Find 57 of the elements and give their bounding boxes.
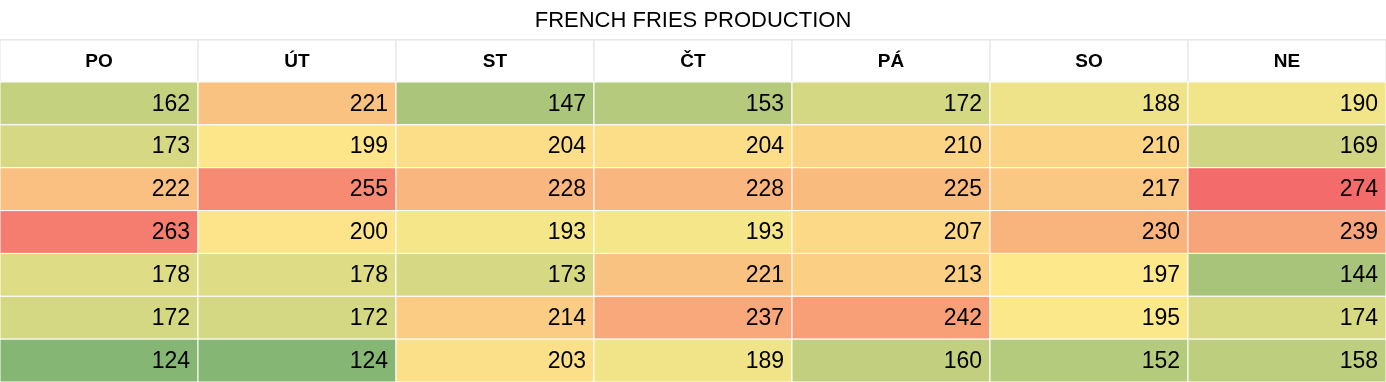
- data-label: 173: [547, 260, 586, 287]
- data-label: 172: [151, 303, 190, 330]
- data-label: 214: [547, 303, 587, 330]
- data-label: 178: [349, 260, 388, 287]
- data-label: 207: [943, 218, 982, 245]
- data-label: 195: [1141, 303, 1180, 330]
- x-tick-label: PÁ: [877, 50, 905, 72]
- data-label: 174: [1339, 303, 1379, 330]
- data-label: 158: [1339, 346, 1378, 373]
- data-label: 239: [1339, 218, 1378, 245]
- data-label: 228: [547, 175, 586, 202]
- data-label: 147: [547, 89, 586, 116]
- data-label: 228: [745, 175, 784, 202]
- data-label: 217: [1141, 175, 1180, 202]
- data-label: 193: [547, 218, 586, 245]
- data-label: 203: [547, 346, 586, 373]
- data-label: 197: [1141, 260, 1180, 287]
- data-label: 210: [1141, 132, 1180, 159]
- data-label: 160: [943, 346, 982, 373]
- data-label: 190: [1339, 89, 1378, 116]
- x-tick-label: SO: [1075, 50, 1103, 72]
- data-label: 242: [943, 303, 982, 330]
- data-label: 124: [349, 346, 389, 373]
- data-label: 172: [349, 303, 388, 330]
- data-label: 221: [349, 89, 388, 116]
- data-label: 169: [1339, 132, 1378, 159]
- chart-title: FRENCH FRIES PRODUCTION: [534, 6, 852, 32]
- data-label: 188: [1141, 89, 1180, 116]
- data-label: 204: [745, 132, 785, 159]
- data-label: 178: [151, 260, 190, 287]
- data-label: 193: [745, 218, 784, 245]
- x-tick-label: ST: [482, 50, 508, 72]
- data-label: 153: [745, 89, 784, 116]
- data-label: 213: [943, 260, 982, 287]
- data-label: 124: [151, 346, 191, 373]
- data-label: 199: [349, 132, 388, 159]
- data-label: 274: [1339, 175, 1379, 202]
- data-label: 172: [943, 89, 982, 116]
- x-tick-label: NE: [1273, 50, 1301, 72]
- data-label: 204: [547, 132, 587, 159]
- data-label: 200: [349, 218, 388, 245]
- data-label: 144: [1339, 260, 1379, 287]
- x-tick-label: ČT: [680, 50, 707, 72]
- data-label: 210: [943, 132, 982, 159]
- data-label: 255: [349, 175, 388, 202]
- data-label: 237: [745, 303, 784, 330]
- data-label: 162: [151, 89, 190, 116]
- data-label: 225: [943, 175, 982, 202]
- data-label: 173: [151, 132, 190, 159]
- data-label: 221: [745, 260, 784, 287]
- x-tick-label: ÚT: [284, 50, 311, 72]
- data-label: 222: [151, 175, 190, 202]
- data-label: 230: [1141, 218, 1180, 245]
- data-label: 152: [1141, 346, 1180, 373]
- data-label: 263: [151, 218, 190, 245]
- x-tick-label: PO: [85, 50, 113, 72]
- data-label: 189: [745, 346, 784, 373]
